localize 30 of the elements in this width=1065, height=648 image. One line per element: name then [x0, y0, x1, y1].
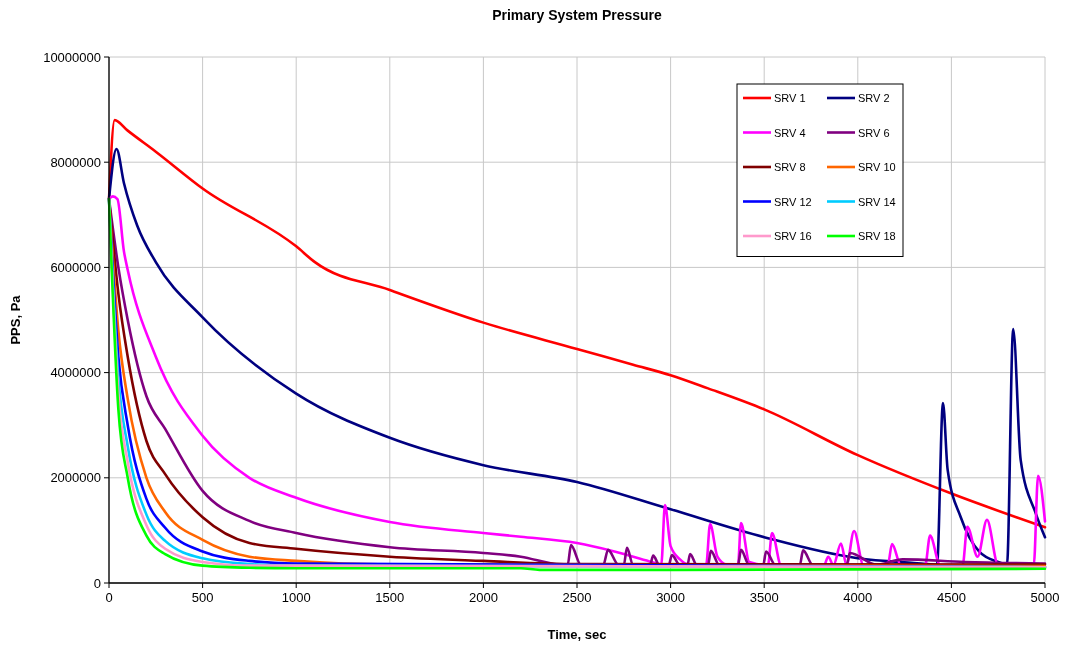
y-tick-label: 0	[93, 575, 101, 591]
legend-label: SRV 8	[774, 161, 806, 173]
x-tick-label: 4000	[843, 590, 873, 605]
legend-label: SRV 6	[858, 126, 890, 139]
x-tick-label: 1500	[375, 590, 405, 605]
legend-label: SRV 10	[858, 161, 896, 173]
x-tick-label: 3000	[656, 590, 686, 605]
legend-label: SRV 12	[774, 195, 812, 208]
y-tick-label: 2000000	[50, 470, 101, 486]
y-tick-label: 6000000	[50, 259, 101, 275]
y-tick-label: 8000000	[50, 154, 101, 170]
x-tick-label: 2000	[468, 590, 498, 605]
legend-label: SRV 2	[858, 92, 890, 104]
chart-title: Primary System Pressure	[492, 7, 663, 23]
y-axis-title: PPS, Pa	[8, 294, 23, 345]
x-axis-title: Time, sec	[547, 627, 607, 642]
legend-label: SRV 4	[774, 126, 806, 139]
x-tick-label: 2500	[562, 590, 592, 605]
x-tick-label: 500	[191, 590, 214, 605]
x-tick-label: 5000	[1030, 590, 1060, 605]
x-tick-label: 0	[105, 590, 113, 605]
x-tick-label: 4500	[936, 590, 966, 605]
legend-label: SRV 18	[858, 230, 896, 242]
legend-label: SRV 14	[858, 195, 896, 208]
legend-label: SRV 1	[774, 92, 806, 104]
y-tick-label: 10000000	[43, 49, 101, 65]
legend-label: SRV 16	[774, 230, 812, 242]
y-tick-label: 4000000	[50, 365, 101, 381]
x-tick-label: 1000	[281, 590, 311, 605]
x-tick-label: 3500	[749, 590, 779, 605]
